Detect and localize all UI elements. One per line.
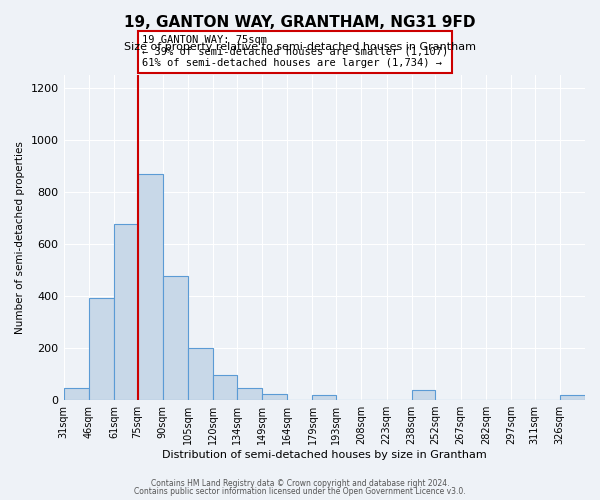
Bar xyxy=(137,174,163,400)
Text: 19 GANTON WAY: 75sqm
← 39% of semi-detached houses are smaller (1,107)
61% of se: 19 GANTON WAY: 75sqm ← 39% of semi-detac… xyxy=(142,36,448,68)
Text: Size of property relative to semi-detached houses in Grantham: Size of property relative to semi-detach… xyxy=(124,42,476,52)
Bar xyxy=(237,388,262,400)
Bar xyxy=(560,395,585,400)
Text: Contains HM Land Registry data © Crown copyright and database right 2024.: Contains HM Land Registry data © Crown c… xyxy=(151,478,449,488)
Bar xyxy=(313,396,336,400)
Y-axis label: Number of semi-detached properties: Number of semi-detached properties xyxy=(15,141,25,334)
Bar xyxy=(262,394,287,400)
Bar xyxy=(114,224,137,400)
Bar xyxy=(163,276,188,400)
X-axis label: Distribution of semi-detached houses by size in Grantham: Distribution of semi-detached houses by … xyxy=(162,450,487,460)
Bar xyxy=(89,298,114,400)
Bar xyxy=(188,348,213,400)
Text: Contains public sector information licensed under the Open Government Licence v3: Contains public sector information licen… xyxy=(134,487,466,496)
Text: 19, GANTON WAY, GRANTHAM, NG31 9FD: 19, GANTON WAY, GRANTHAM, NG31 9FD xyxy=(124,15,476,30)
Bar xyxy=(64,388,89,400)
Bar xyxy=(412,390,435,400)
Bar xyxy=(213,376,237,400)
